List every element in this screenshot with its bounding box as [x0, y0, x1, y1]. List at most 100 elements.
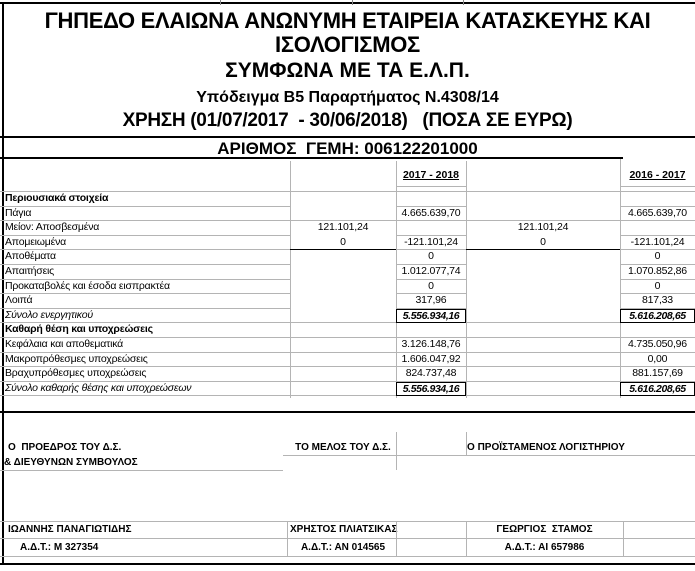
table-row: Σύνολο καθαρής θέσης και υποχρεώσεων 5.55…	[0, 381, 695, 397]
signatory-name-accountant: ΓΕΩΡΓΙΟΣ ΣΤΑΜΟΣ	[496, 524, 593, 535]
grid-vline	[466, 161, 467, 398]
row-label: Λοιπά	[0, 294, 290, 309]
table-row: Μακροπρόθεσμες υποχρεώσεις 1.606.047,92 0,…	[0, 353, 695, 368]
value-current: 4.665.639,70	[396, 207, 466, 222]
table-footer-divider	[0, 411, 695, 413]
grid-hline	[0, 556, 695, 557]
document-bottom-border	[0, 563, 695, 565]
row-label: Σύνολο ενεργητικού	[0, 309, 290, 324]
value-current	[396, 221, 466, 236]
value-current: 1.606.047,92	[396, 353, 466, 368]
grid-hline	[0, 521, 695, 522]
signature-role-president: Ο ΠΡΟΕΔΡΟΣ ΤΟΥ Δ.Σ.	[8, 442, 122, 453]
grid-vline	[396, 432, 397, 470]
value-current: 1.012.077,74	[396, 265, 466, 280]
gemi-number-line: ΑΡΙΘΜΟΣ ΓΕΜΗ: 006122201000	[217, 139, 478, 158]
value-previous-sub	[466, 382, 620, 397]
value-previous-sub	[466, 250, 620, 265]
table-row: Απομειωμένα 0 -121.101,24 0 -121.101,24	[0, 236, 695, 251]
value-previous-sub	[466, 280, 620, 295]
signatory-name-member: ΧΡΗΣΤΟΣ ΠΛΙΑΤΣΙΚΑΣ	[290, 524, 398, 535]
value-previous: 5.616.208,65	[620, 308, 695, 324]
grid-vline	[287, 521, 288, 556]
value-previous: 0,00	[620, 353, 695, 368]
value-previous: 0	[620, 280, 695, 295]
table-row: Προκαταβολές και έσοδα εισπρακτέα 0 0	[0, 280, 695, 295]
table-row: Κεφάλαια και αποθεματικά 3.126.148,76 4.73…	[0, 338, 695, 353]
grid-vline	[396, 521, 397, 556]
grid-hline	[283, 455, 695, 456]
table-row: Περιουσιακά στοιχεία	[0, 192, 695, 207]
year-column-header-previous: 2016 - 2017	[629, 169, 686, 181]
row-label: Πάγια	[0, 207, 290, 222]
company-title-line1: ΓΗΠΕΔΟ ΕΛΑΙΩΝΑ ΑΝΩΝΥΜΗ ΕΤΑΙΡΕΙΑ ΚΑΤΑΣΚΕΥ…	[44, 8, 651, 33]
grid-vline	[623, 521, 624, 556]
row-label: Καθαρή θέση και υποχρεώσεις	[0, 323, 290, 338]
value-current-sub	[290, 294, 396, 309]
grid-vline	[466, 521, 467, 556]
value-previous: 881.157,69	[620, 367, 695, 382]
value-previous	[620, 323, 695, 338]
column-tick	[220, 0, 221, 5]
value-current: 5.556.934,16	[396, 308, 466, 324]
value-current: 824.737,48	[396, 367, 466, 382]
value-previous: 817,33	[620, 294, 695, 309]
elp-subtitle: ΣΥΜΦΩΝΑ ΜΕ ΤΑ Ε.Λ.Π.	[225, 59, 470, 82]
table-row: Μείον: Αποσβεσμένα 121.101,24 121.101,24	[0, 221, 695, 236]
gemi-divider	[0, 157, 623, 159]
table-row: Βραχυπρόθεσμες υποχρεώσεις 824.737,48 881.…	[0, 367, 695, 382]
signature-role-president-line2: & ΔΙΕΥΘΥΝΩΝ ΣΥΜΒΟΥΛΟΣ	[4, 457, 138, 468]
value-current: 5.556.934,16	[396, 381, 466, 397]
header-divider	[0, 136, 695, 138]
signature-role-accountant: Ο ΠΡΟΪΣΤΑΜΕΝΟΣ ΛΟΓΙΣΤΗΡΙΟΥ	[467, 442, 625, 453]
document-top-border	[0, 2, 695, 4]
value-previous: 1.070.852,86	[620, 265, 695, 280]
value-previous: 4.735.050,96	[620, 338, 695, 353]
value-previous: 4.665.639,70	[620, 207, 695, 222]
value-current-sub: 121.101,24	[317, 221, 369, 234]
value-previous-sub: 0	[466, 236, 620, 251]
table-row: Καθαρή θέση και υποχρεώσεις	[0, 323, 695, 338]
grid-vline	[290, 161, 291, 398]
column-tick	[352, 0, 353, 5]
value-previous-sub	[466, 323, 620, 338]
value-previous-sub: 121.101,24	[517, 221, 569, 234]
value-previous-sub	[466, 309, 620, 324]
table-row: Πάγια 4.665.639,70 4.665.639,70	[0, 207, 695, 222]
company-title-line2: ΙΣΟΛΟΓΙΣΜΟΣ	[275, 32, 420, 57]
row-label: Απομειωμένα	[0, 236, 290, 251]
grid-hline	[620, 186, 695, 187]
grid-hline	[0, 538, 695, 539]
value-current: -121.101,24	[396, 236, 466, 251]
signatory-id-accountant: Α.Δ.Τ.: ΑΙ 657986	[504, 542, 585, 553]
value-current-sub: 0	[290, 236, 396, 251]
signatory-id-member: Α.Δ.Τ.: ΑΝ 014565	[300, 542, 386, 553]
value-current-sub	[290, 250, 396, 265]
value-current-sub	[290, 338, 396, 353]
row-label: Μείον: Αποσβεσμένα	[0, 221, 290, 236]
table-row: Λοιπά 317,96 817,33	[0, 294, 695, 309]
signatory-name-president: ΙΩΑΝΝΗΣ ΠΑΝΑΓΙΩΤΙΔΗΣ	[8, 524, 132, 535]
value-previous-sub	[466, 294, 620, 309]
row-label: Περιουσιακά στοιχεία	[0, 192, 290, 207]
fiscal-period-line: ΧΡΗΣΗ (01/07/2017 - 30/06/2018) (ΠΟΣΑ ΣΕ…	[122, 110, 573, 131]
value-current: 317,96	[396, 294, 466, 309]
grid-vline	[466, 432, 467, 455]
value-current: 0	[396, 280, 466, 295]
value-previous-sub	[466, 207, 620, 222]
value-current: 3.126.148,76	[396, 338, 466, 353]
table-row: Αποθέματα 0 0	[0, 250, 695, 265]
table-row: Σύνολο ενεργητικού 5.556.934,16 5.616.208,…	[0, 308, 695, 324]
value-current	[396, 323, 466, 338]
grid-vline	[620, 159, 621, 398]
value-current-sub	[290, 309, 396, 324]
grid-hline	[0, 470, 283, 471]
value-current-sub	[290, 207, 396, 222]
value-current-sub	[290, 323, 396, 338]
grid-hline	[396, 186, 466, 187]
row-label: Προκαταβολές και έσοδα εισπρακτέα	[0, 280, 290, 295]
value-current-sub	[290, 353, 396, 368]
value-previous-sub	[466, 338, 620, 353]
signature-role-member: ΤΟ ΜΕΛΟΣ ΤΟΥ Δ.Σ.	[295, 442, 391, 453]
